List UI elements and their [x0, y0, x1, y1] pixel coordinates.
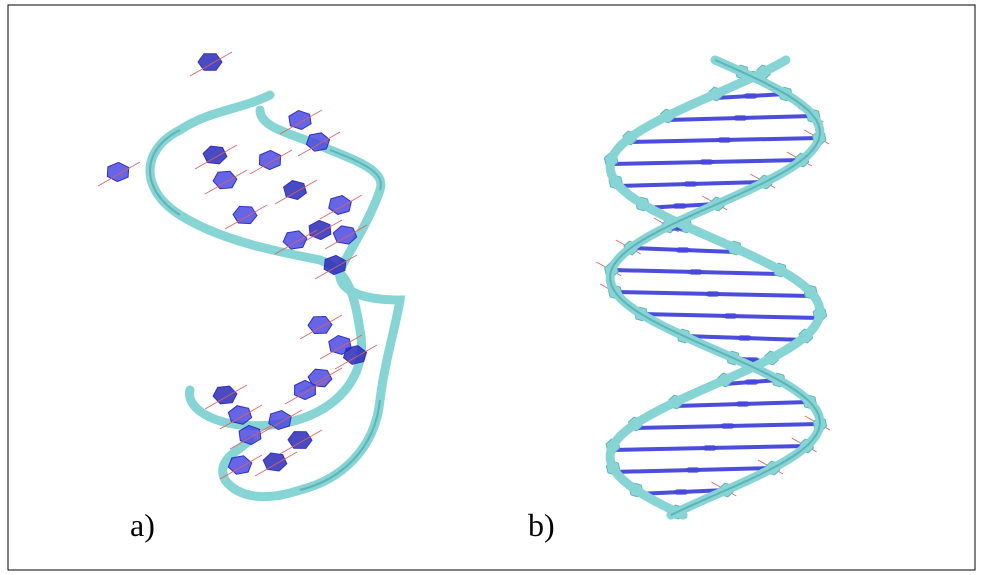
base — [227, 405, 253, 425]
base — [684, 467, 702, 473]
sugar-bond — [189, 51, 233, 77]
base — [328, 195, 352, 215]
base — [718, 423, 737, 429]
sugar-bond — [204, 384, 248, 410]
base — [294, 379, 316, 401]
base — [733, 401, 752, 407]
sugar-bond — [259, 409, 303, 435]
sugar-bond — [97, 161, 141, 187]
frame — [7, 4, 976, 571]
sugar-bond — [249, 149, 293, 175]
base — [287, 431, 313, 449]
sugar-bond — [219, 404, 263, 430]
sugar-bond — [334, 344, 378, 370]
base — [742, 379, 761, 385]
backbone-edge — [149, 129, 382, 491]
base — [212, 385, 238, 405]
sugar-bond — [284, 379, 328, 405]
sugar-bond — [219, 454, 263, 480]
base — [283, 180, 307, 200]
sugar-bond — [279, 109, 323, 135]
base — [686, 269, 705, 275]
base — [697, 159, 716, 165]
base — [673, 247, 692, 253]
sugar-bond — [274, 229, 318, 255]
sugar-bond — [319, 334, 363, 360]
base — [342, 345, 368, 365]
base — [227, 455, 253, 475]
sugar-bond — [274, 179, 318, 205]
dna-helix — [596, 55, 831, 520]
base — [332, 225, 358, 245]
sugar-bond — [297, 131, 341, 157]
base — [202, 145, 228, 165]
base — [258, 149, 282, 171]
base — [232, 205, 258, 225]
base — [288, 109, 312, 131]
base — [731, 115, 750, 121]
base — [715, 137, 734, 143]
sugar-bond — [324, 224, 368, 250]
sugar-bond — [279, 429, 323, 455]
base — [681, 181, 700, 187]
base — [197, 53, 223, 71]
base — [307, 315, 333, 335]
base — [308, 219, 332, 241]
sugar-bond — [254, 451, 298, 477]
base — [735, 335, 754, 341]
base — [106, 161, 130, 183]
base — [305, 132, 331, 152]
base — [703, 291, 722, 297]
backbone-edge — [609, 59, 821, 516]
base — [307, 368, 333, 388]
base — [700, 445, 719, 451]
sugar-bond — [319, 194, 363, 220]
base — [721, 313, 740, 319]
panel-label: b) — [528, 507, 555, 543]
sugar-bond — [314, 254, 358, 280]
sugar-bond — [204, 169, 248, 195]
base — [268, 409, 292, 431]
sugar-bond — [194, 144, 238, 170]
base — [238, 424, 262, 446]
sugar-bond — [299, 219, 343, 245]
sugar-bond — [229, 424, 273, 450]
base — [741, 93, 760, 99]
backbone — [605, 55, 825, 520]
base — [282, 230, 308, 250]
base — [212, 170, 238, 190]
base — [670, 203, 689, 209]
sugar-bond — [224, 204, 268, 230]
rna-structure — [97, 51, 406, 502]
panel-label: a) — [130, 507, 155, 543]
base — [672, 489, 691, 495]
sugar-bond — [299, 314, 343, 340]
